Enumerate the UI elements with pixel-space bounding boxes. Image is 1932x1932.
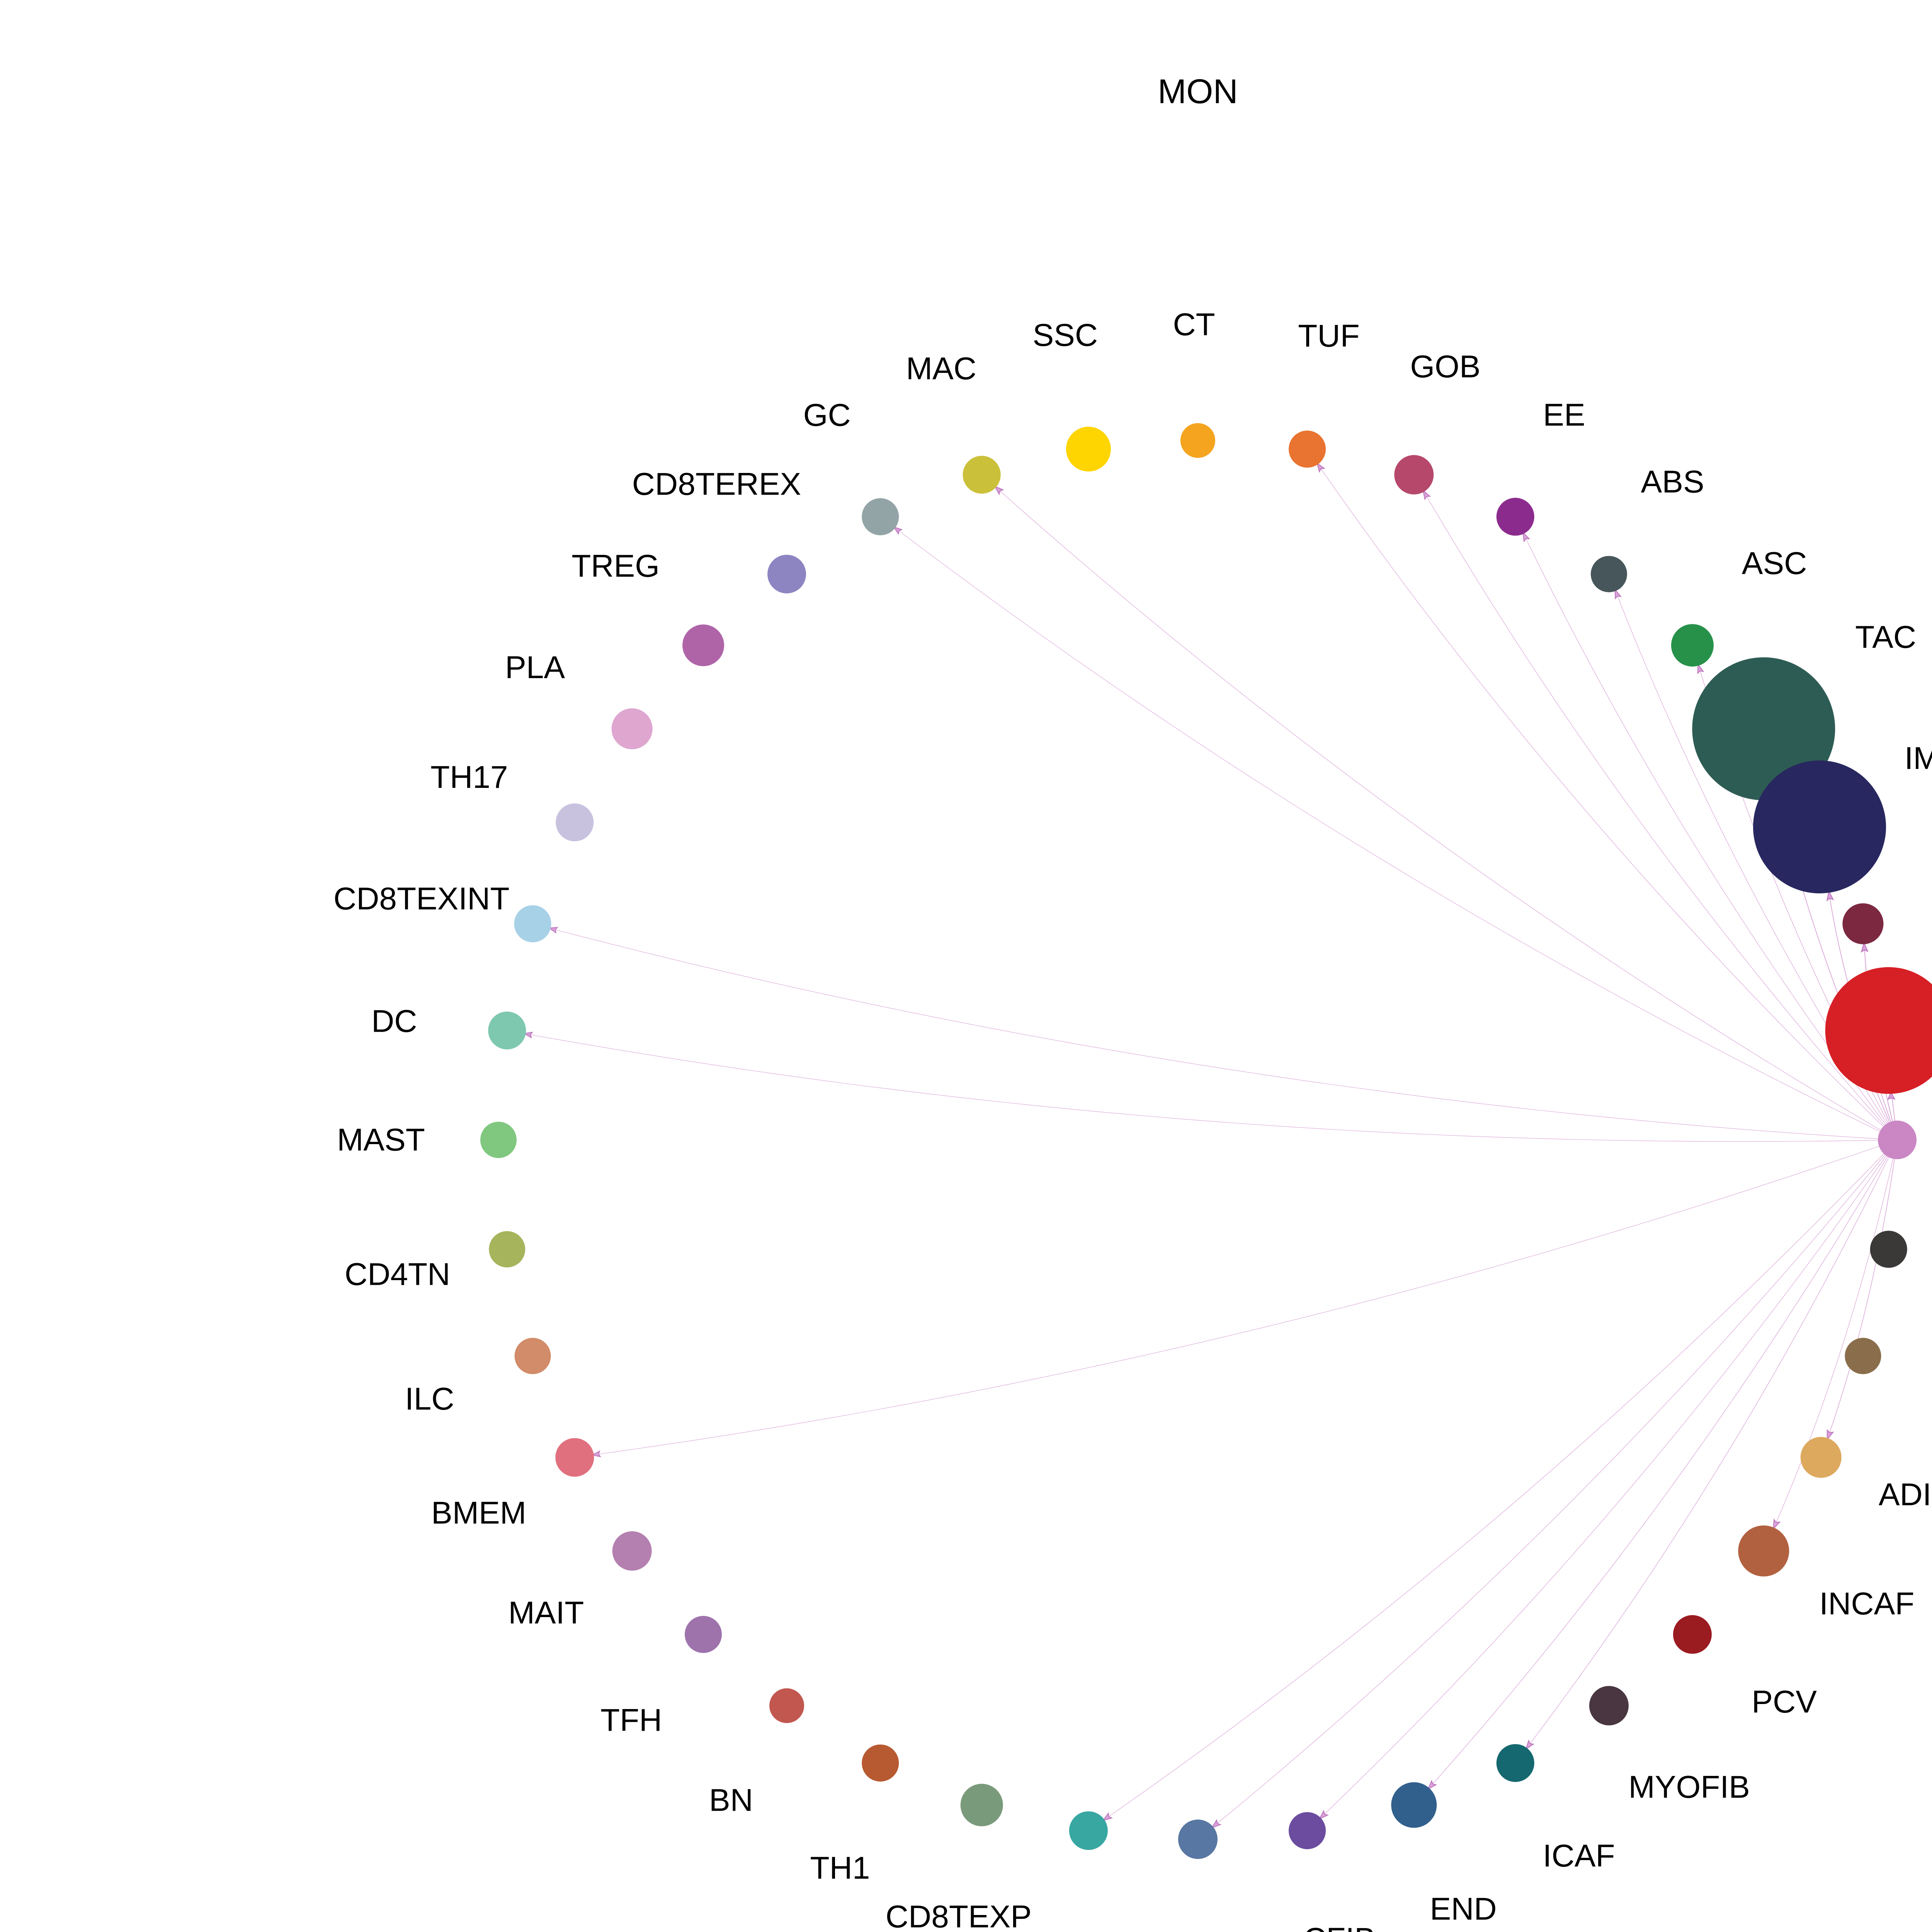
svg-text:CFIB: CFIB (1303, 1922, 1376, 1932)
svg-text:TH1: TH1 (810, 1850, 870, 1886)
svg-text:SSC: SSC (1032, 318, 1098, 353)
svg-text:BN: BN (709, 1783, 753, 1818)
svg-text:PLA: PLA (505, 650, 565, 685)
svg-text:PCV: PCV (1752, 1684, 1817, 1719)
svg-text:MYOFIB: MYOFIB (1629, 1770, 1750, 1805)
svg-text:INCAF: INCAF (1819, 1586, 1914, 1621)
svg-text:CD4TN: CD4TN (345, 1257, 450, 1292)
svg-text:DC: DC (371, 1003, 417, 1039)
svg-text:MAIT: MAIT (508, 1595, 584, 1631)
svg-text:VFIB: VFIB (1048, 1926, 1119, 1932)
svg-text:CD8TEXP: CD8TEXP (886, 1899, 1032, 1932)
svg-text:GOB: GOB (1410, 349, 1480, 384)
svg-text:CT: CT (1173, 307, 1215, 342)
svg-text:TFH: TFH (600, 1703, 662, 1738)
svg-text:ILC: ILC (405, 1381, 454, 1417)
svg-text:BMEM: BMEM (431, 1495, 526, 1531)
svg-text:CD8TEXINT: CD8TEXINT (333, 881, 510, 916)
svg-text:TH17: TH17 (430, 760, 508, 795)
svg-text:ICAF: ICAF (1543, 1838, 1615, 1873)
svg-text:TUF: TUF (1298, 318, 1359, 354)
svg-text:EE: EE (1543, 397, 1585, 432)
svg-text:ABS: ABS (1641, 464, 1704, 500)
svg-text:MAST: MAST (337, 1122, 425, 1158)
svg-text:GC: GC (803, 398, 851, 433)
svg-text:CD8TEREX: CD8TEREX (632, 467, 801, 502)
svg-text:IMENT: IMENT (1905, 741, 1932, 776)
svg-text:ADIPO: ADIPO (1879, 1477, 1932, 1512)
svg-text:MAC: MAC (906, 351, 976, 386)
svg-text:ASC: ASC (1742, 546, 1807, 581)
svg-text:END: END (1430, 1891, 1497, 1927)
svg-text:TREG: TREG (571, 549, 660, 584)
svg-text:MON: MON (1158, 72, 1238, 111)
svg-text:TAC: TAC (1855, 619, 1916, 655)
